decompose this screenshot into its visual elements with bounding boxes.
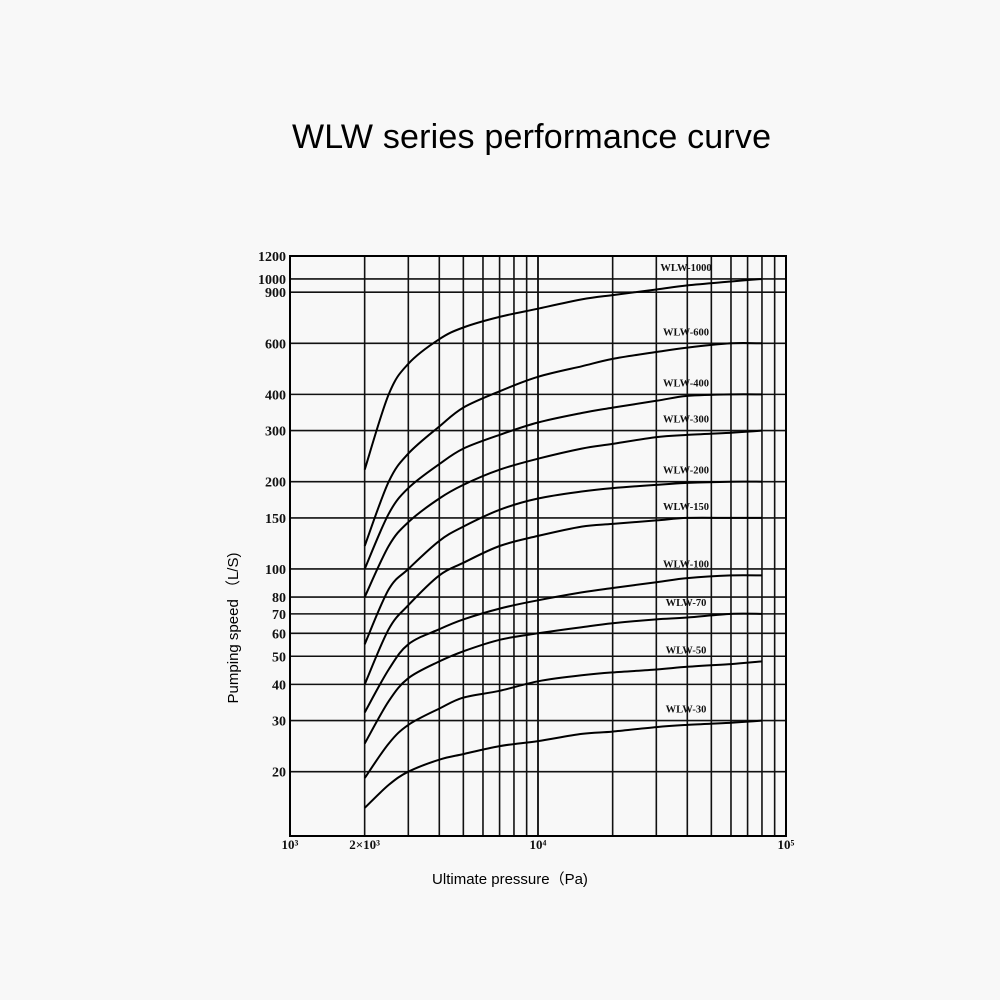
series-label-wlw-150: WLW-150: [663, 502, 709, 513]
series-labels: WLW-1000 WLW-600 WLW-400 WLW-300 WLW-200 WLW-…: [660, 263, 711, 716]
series-line-wlw-300: [363, 429, 763, 598]
series-line-wlw-150: [363, 516, 762, 685]
plot-frame: [289, 255, 787, 837]
y-tick-label: 30: [272, 715, 286, 730]
y-tick-label: 40: [272, 678, 286, 693]
x-tick-labels: 10³ 2×10³ 10⁴ 10⁵: [282, 837, 795, 852]
series-line-wlw-1000: [363, 278, 763, 471]
y-tick-label: 70: [272, 608, 286, 623]
y-tick-label: 400: [265, 388, 286, 403]
y-tick-label: 60: [272, 627, 286, 642]
series-line-wlw-50: [363, 660, 763, 779]
y-tick-label: 900: [265, 286, 286, 301]
series-label-wlw-300: WLW-300: [663, 415, 709, 426]
series-label-wlw-70: WLW-70: [666, 598, 707, 609]
series-line-wlw-100: [363, 574, 763, 713]
y-tick-label: 300: [265, 425, 286, 440]
y-tick-label: 20: [272, 766, 286, 781]
series-label-wlw-30: WLW-30: [666, 705, 707, 716]
series-line-wlw-400: [363, 393, 763, 570]
series-label-wlw-100: WLW-100: [663, 559, 709, 570]
x-axis-label: Ultimate pressure（Pa): [432, 871, 588, 888]
x-tick-label: 10⁴: [530, 837, 547, 852]
y-tick-label: 200: [265, 476, 286, 491]
series-label-wlw-600: WLW-600: [663, 327, 709, 338]
y-tick-label: 1200: [258, 250, 286, 265]
y-tick-label: 600: [265, 337, 286, 352]
series-line-wlw-200: [363, 480, 763, 645]
y-tick-label: 50: [272, 650, 286, 665]
series-line-wlw-30: [364, 719, 763, 809]
chart-title: WLW series performance curve: [292, 118, 772, 156]
y-tick-label: 150: [265, 512, 286, 527]
x-tick-label: 10³: [282, 837, 299, 852]
series-label-wlw-400: WLW-400: [663, 378, 709, 389]
y-tick-label: 80: [272, 591, 286, 606]
y-tick-label: 1000: [258, 273, 286, 288]
series-label-wlw-1000: WLW-1000: [660, 263, 711, 274]
series-line-wlw-600: [363, 341, 763, 547]
y-tick-label: 100: [265, 563, 286, 578]
x-tick-label: 2×10³: [349, 837, 380, 852]
y-axis-label: Pumping speed （L/S): [225, 553, 242, 704]
series-line-wlw-70: [363, 612, 763, 745]
series-label-wlw-200: WLW-200: [663, 466, 709, 477]
series-label-wlw-50: WLW-50: [666, 645, 707, 656]
series-lines: [363, 278, 763, 809]
x-tick-label: 10⁵: [778, 837, 795, 852]
